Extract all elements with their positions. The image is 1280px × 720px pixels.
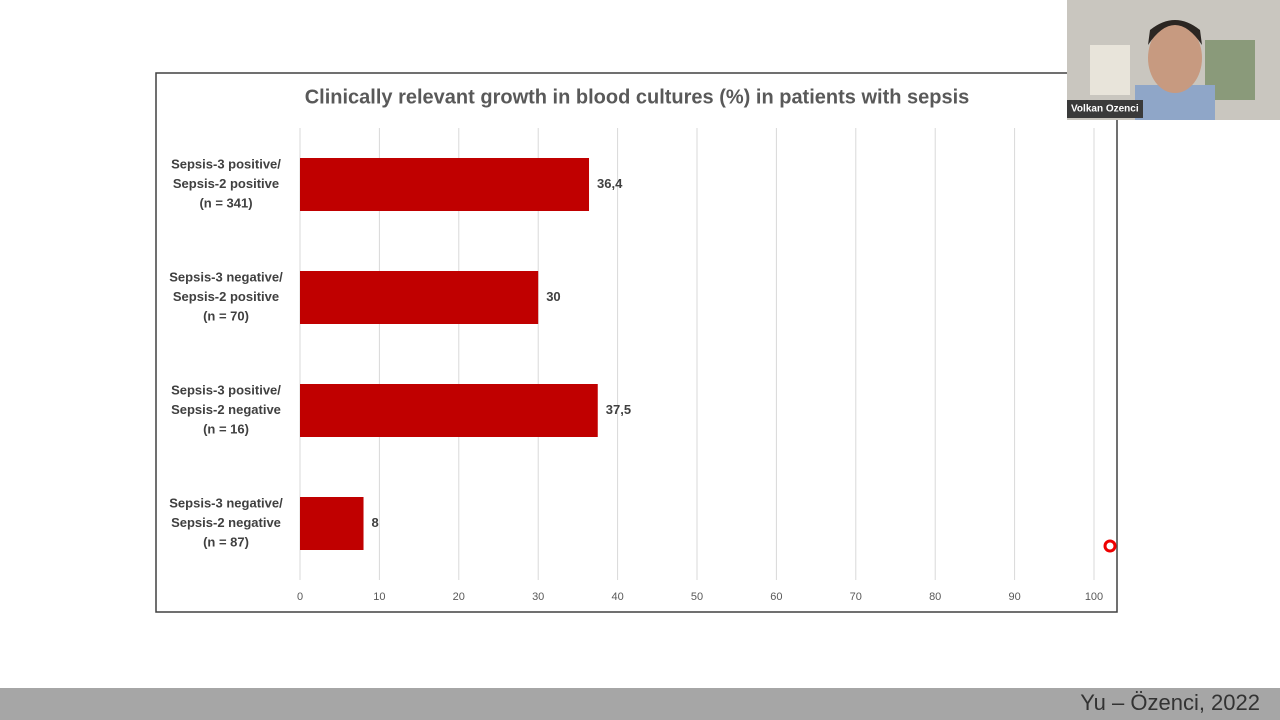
x-tick-label: 70 bbox=[850, 591, 862, 603]
bar bbox=[300, 384, 598, 437]
x-tick-label: 60 bbox=[770, 591, 782, 603]
webcam-hair bbox=[1148, 20, 1202, 45]
value-label: 36,4 bbox=[597, 176, 623, 191]
x-tick-label: 80 bbox=[929, 591, 941, 603]
y-tick-label: (n = 16) bbox=[203, 421, 249, 436]
value-label: 8 bbox=[372, 515, 379, 530]
pointer bbox=[1103, 539, 1117, 553]
webcam-name: Volkan Ozenci bbox=[1071, 104, 1139, 115]
chart-title: Clinically relevant growth in blood cult… bbox=[305, 86, 970, 108]
y-tick-label: Sepsis-2 positive bbox=[173, 289, 279, 304]
y-tick-label: Sepsis-3 negative/ bbox=[169, 495, 283, 510]
x-tick-label: 10 bbox=[373, 591, 385, 603]
webcam-face bbox=[1148, 23, 1202, 93]
y-tick-label: (n = 70) bbox=[203, 308, 249, 323]
y-tick-label: Sepsis-3 positive/ bbox=[171, 156, 281, 171]
x-tick-label: 90 bbox=[1008, 591, 1020, 603]
bar bbox=[300, 158, 590, 211]
y-tick-label: (n = 87) bbox=[203, 534, 249, 549]
footer-citation: Yu – Özenci, 2022 bbox=[1080, 690, 1260, 715]
bar bbox=[300, 497, 364, 550]
y-tick-label: Sepsis-2 negative bbox=[171, 402, 281, 417]
x-tick-label: 50 bbox=[691, 591, 703, 603]
x-tick-label: 30 bbox=[532, 591, 544, 603]
webcam-wall bbox=[1090, 45, 1130, 95]
value-label: 37,5 bbox=[606, 402, 631, 417]
webcam-name-tag bbox=[1067, 100, 1143, 118]
webcam: Volkan Ozenci bbox=[1067, 0, 1280, 120]
y-tick-label: Sepsis-2 negative bbox=[171, 515, 281, 530]
y-tick-label: Sepsis-3 negative/ bbox=[169, 269, 283, 284]
value-label: 30 bbox=[546, 289, 560, 304]
y-tick-label: (n = 341) bbox=[199, 195, 252, 210]
y-tick-label: Sepsis-2 positive bbox=[173, 176, 279, 191]
x-tick-label: 40 bbox=[611, 591, 623, 603]
x-tick-label: 0 bbox=[297, 591, 303, 603]
footer-bar bbox=[0, 688, 1280, 720]
plot: 0 10 20 30 40 50 60 70 80 90 100 Sepsis-3 positive/… bbox=[169, 128, 1103, 603]
x-tick-label: 100 bbox=[1085, 591, 1103, 603]
bar bbox=[300, 271, 539, 324]
y-tick-label: Sepsis-3 positive/ bbox=[171, 382, 281, 397]
x-tick-label: 20 bbox=[453, 591, 465, 603]
